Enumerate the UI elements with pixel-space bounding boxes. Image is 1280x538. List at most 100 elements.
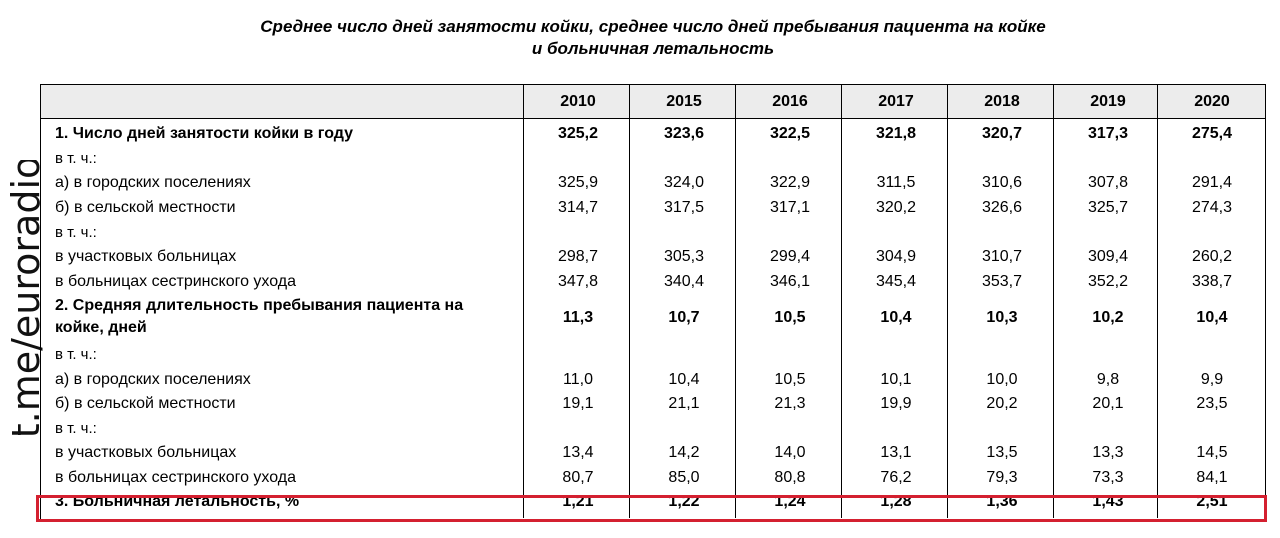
row-label: б) в сельской местности bbox=[55, 199, 236, 216]
year-header: 2020 bbox=[1194, 93, 1230, 110]
table-cell: 298,7 bbox=[557, 248, 599, 265]
table-cell: 311,5 bbox=[876, 174, 916, 191]
column-divider bbox=[1053, 85, 1054, 518]
table-cell: 324,0 bbox=[663, 174, 705, 191]
table-cell: 10,4 bbox=[668, 371, 700, 388]
table-cell: 73,3 bbox=[1092, 469, 1124, 486]
table-cell: 274,3 bbox=[1191, 199, 1233, 216]
table-cell: 322,5 bbox=[769, 125, 811, 142]
table-cell: 320,7 bbox=[981, 125, 1023, 142]
table-cell: 10,3 bbox=[986, 309, 1018, 326]
table-cell: 10,0 bbox=[986, 371, 1018, 388]
table-cell: 352,2 bbox=[1087, 273, 1129, 290]
year-header: 2010 bbox=[560, 93, 596, 110]
table-row: б) в сельской местности 314,7 317,5 317,1 32… bbox=[41, 196, 1265, 220]
table-row: 2. Средняя длительность пребывания пацие… bbox=[41, 295, 1265, 341]
column-divider bbox=[1157, 85, 1158, 518]
table-row: а) в городских поселениях 325,9 324,0 322,9… bbox=[41, 171, 1265, 195]
table-row: в больницах сестринского ухода 347,8 340,4… bbox=[41, 270, 1265, 294]
year-header: 2015 bbox=[666, 93, 702, 110]
year-header: 2017 bbox=[878, 93, 914, 110]
table-row: в т. ч.: bbox=[41, 417, 1265, 441]
row-label: в т. ч.: bbox=[55, 346, 97, 363]
year-header: 2019 bbox=[1090, 93, 1126, 110]
row-label: в т. ч.: bbox=[55, 224, 97, 241]
row-label: в больницах сестринского ухода bbox=[55, 469, 297, 486]
table-cell: 345,4 bbox=[875, 273, 917, 290]
table-cell: 10,4 bbox=[880, 309, 912, 326]
row-label: в участковых больницах bbox=[55, 248, 237, 265]
table-cell: 21,3 bbox=[774, 395, 806, 412]
table-cell: 10,7 bbox=[668, 309, 700, 326]
title-line-2: и больничная летальность bbox=[531, 39, 775, 58]
table-cell: 80,8 bbox=[774, 469, 806, 486]
table-cell: 19,9 bbox=[880, 395, 912, 412]
title-line-1: Среднее число дней занятости койки, сред… bbox=[260, 17, 1046, 36]
table-cell: 13,5 bbox=[986, 444, 1018, 461]
table-cell: 317,1 bbox=[769, 199, 811, 216]
table-cell: 9,8 bbox=[1096, 371, 1120, 388]
table-cell: 314,7 bbox=[557, 199, 599, 216]
table-cell: 14,5 bbox=[1196, 444, 1228, 461]
table-cell: 326,6 bbox=[981, 199, 1023, 216]
row-label: а) в городских поселениях bbox=[55, 174, 251, 191]
column-divider bbox=[841, 85, 842, 518]
table-cell: 20,1 bbox=[1092, 395, 1124, 412]
table-row: в участковых больницах 13,4 14,2 14,0 13,1 13… bbox=[41, 441, 1265, 465]
column-divider bbox=[947, 85, 948, 518]
table-cell: 11,0 bbox=[563, 371, 593, 388]
table-cell: 305,3 bbox=[663, 248, 705, 265]
table-cell: 84,1 bbox=[1196, 469, 1228, 486]
table-cell: 307,8 bbox=[1087, 174, 1129, 191]
table-cell: 80,7 bbox=[562, 469, 594, 486]
page-title: Среднее число дней занятости койки, сред… bbox=[0, 16, 1280, 60]
table-cell: 10,5 bbox=[774, 309, 806, 326]
table-cell: 10,5 bbox=[774, 371, 806, 388]
table-cell: 317,3 bbox=[1087, 125, 1129, 142]
table-row: в т. ч.: bbox=[41, 221, 1265, 245]
table-row: в больницах сестринского ухода 80,7 85,0 80… bbox=[41, 466, 1265, 490]
table-cell: 14,0 bbox=[774, 444, 806, 461]
table-cell: 340,4 bbox=[663, 273, 705, 290]
table-cell: 79,3 bbox=[986, 469, 1018, 486]
table-cell: 325,7 bbox=[1087, 199, 1129, 216]
table-cell: 11,3 bbox=[562, 309, 594, 326]
table-row: а) в городских поселениях 11,0 10,4 10,5 10,… bbox=[41, 368, 1265, 392]
table-cell: 23,5 bbox=[1196, 395, 1228, 412]
column-divider bbox=[629, 85, 630, 518]
table-cell: 309,4 bbox=[1087, 248, 1129, 265]
table-cell: 310,7 bbox=[981, 248, 1023, 265]
table-cell: 323,6 bbox=[663, 125, 705, 142]
table-cell: 353,7 bbox=[981, 273, 1023, 290]
table-cell: 347,8 bbox=[557, 273, 599, 290]
table-cell: 10,1 bbox=[880, 371, 912, 388]
table-row: в т. ч.: bbox=[41, 343, 1265, 367]
table-cell: 291,4 bbox=[1191, 174, 1233, 191]
row-label: в т. ч.: bbox=[55, 150, 97, 167]
row-label: в т. ч.: bbox=[55, 420, 97, 437]
column-divider bbox=[523, 85, 524, 518]
row-label: в участковых больницах bbox=[55, 444, 237, 461]
table-cell: 85,0 bbox=[668, 469, 700, 486]
table-cell: 20,2 bbox=[986, 395, 1018, 412]
table-cell: 13,1 bbox=[880, 444, 912, 461]
highlight-box bbox=[36, 495, 1267, 522]
row-label: б) в сельской местности bbox=[55, 395, 236, 412]
table-cell: 338,7 bbox=[1191, 273, 1233, 290]
row-label: а) в городских поселениях bbox=[55, 371, 251, 388]
table-cell: 346,1 bbox=[769, 273, 811, 290]
table-header: 2010 2015 2016 2017 2018 2019 2020 bbox=[41, 85, 1265, 119]
row-label: 1. Число дней занятости койки в году bbox=[55, 125, 354, 142]
table-cell: 13,3 bbox=[1092, 444, 1124, 461]
table-cell: 13,4 bbox=[562, 444, 594, 461]
column-divider bbox=[735, 85, 736, 518]
table-cell: 321,8 bbox=[875, 125, 917, 142]
row-label: 2. Средняя длительность пребывания пацие… bbox=[55, 297, 464, 336]
table-cell: 320,2 bbox=[875, 199, 917, 216]
table-cell: 325,9 bbox=[557, 174, 599, 191]
year-header: 2016 bbox=[772, 93, 808, 110]
table-row: 1. Число дней занятости койки в году 325,… bbox=[41, 122, 1265, 146]
table-cell: 19,1 bbox=[562, 395, 594, 412]
statistics-table: 2010 2015 2016 2017 2018 2019 2020 1. Чи… bbox=[40, 84, 1266, 519]
table-row: б) в сельской местности 19,1 21,1 21,3 19,9 2… bbox=[41, 392, 1265, 416]
